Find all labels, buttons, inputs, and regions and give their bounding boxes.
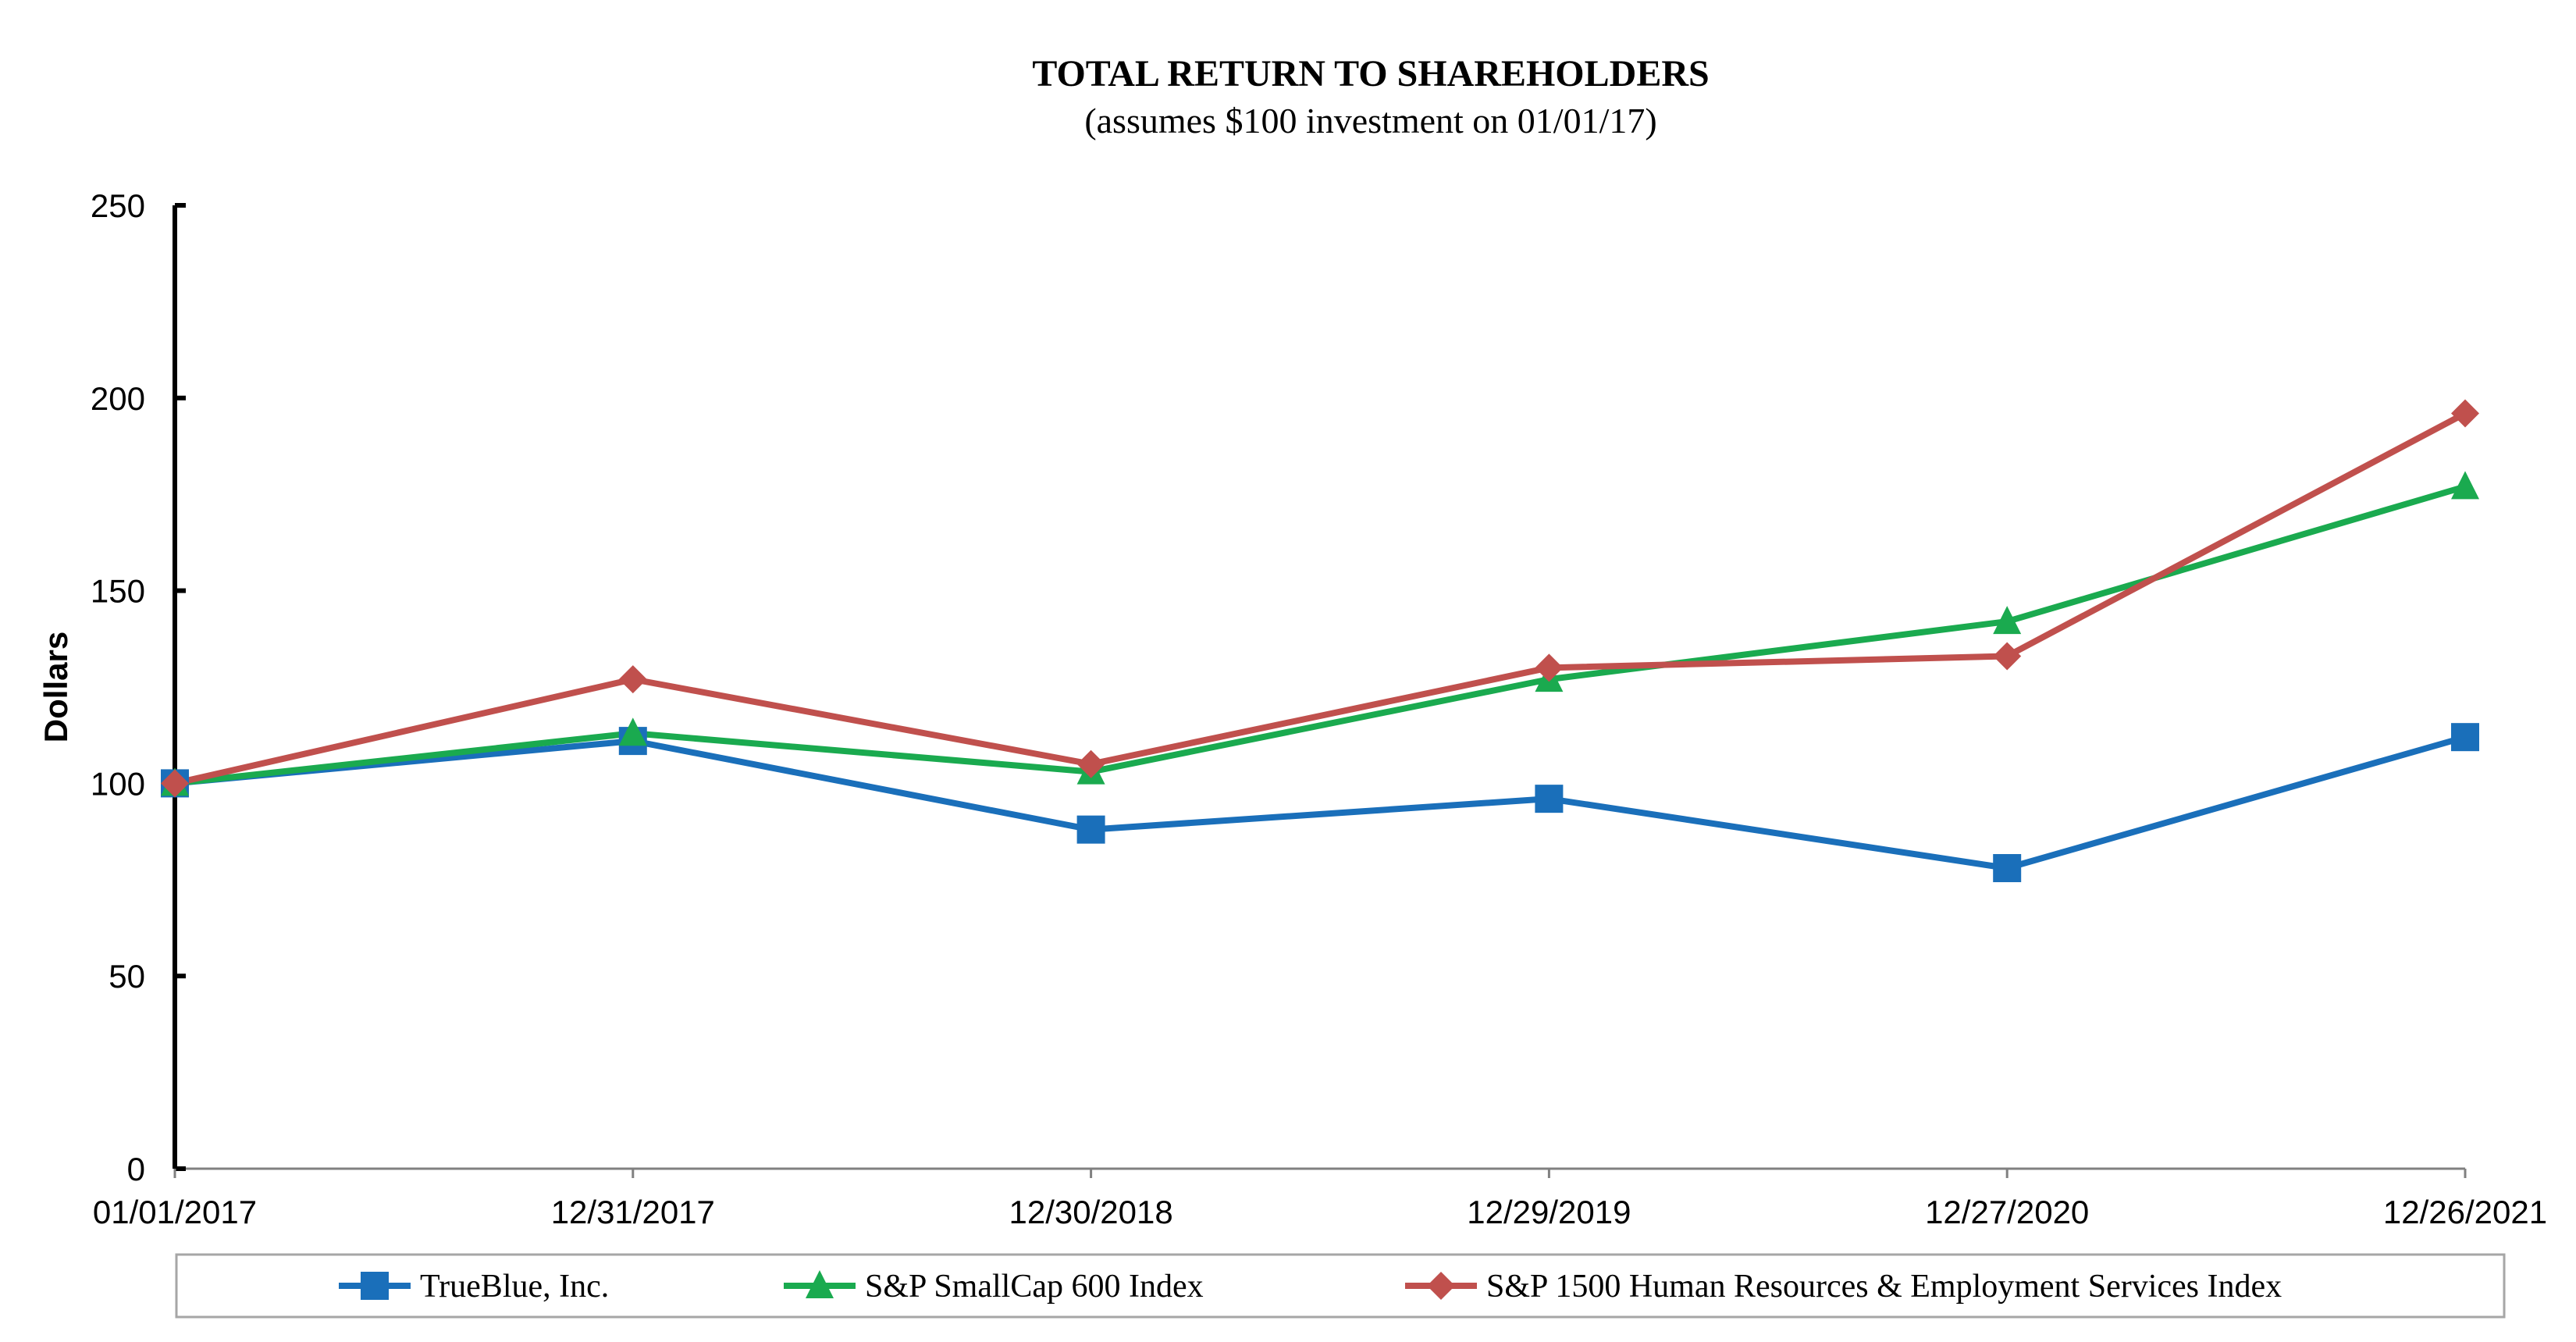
x-tick-label: 12/30/2018 xyxy=(1009,1194,1172,1230)
series-3-point xyxy=(161,769,189,798)
series-1-point xyxy=(2451,723,2479,752)
legend: TrueBlue, Inc. S&P SmallCap 600 Index S&P … xyxy=(175,1253,2506,1319)
series-2-point xyxy=(1993,606,2022,635)
legend-marker xyxy=(1427,1272,1455,1300)
series-3-point xyxy=(1076,749,1105,778)
series-line-3 xyxy=(172,410,2468,787)
series-2-point xyxy=(618,717,647,746)
y-tick-label: 0 xyxy=(127,1151,145,1187)
y-axis-label: Dollars xyxy=(37,632,74,742)
y-tick-label: 250 xyxy=(91,187,145,224)
y-tick-label: 150 xyxy=(91,573,145,610)
legend-label: TrueBlue, Inc. xyxy=(420,1269,609,1305)
legend-marker xyxy=(806,1270,834,1298)
legend-label: S&P 1500 Human Resources & Employment Se… xyxy=(1486,1269,2282,1305)
y-tick-label: 200 xyxy=(91,380,145,417)
series-1-point xyxy=(1535,785,1564,813)
legend-marker xyxy=(361,1272,389,1300)
chart-subtitle: (assumes $100 investment on 01/01/17) xyxy=(1084,101,1656,141)
x-tick-label: 01/01/2017 xyxy=(93,1194,257,1230)
series-1-point xyxy=(1993,853,2022,882)
series-line-1 xyxy=(172,734,2468,871)
series-line-2 xyxy=(172,483,2468,787)
y-tick-label: 50 xyxy=(109,958,145,995)
x-tick-label: 12/29/2019 xyxy=(1467,1194,1631,1230)
series-3-point xyxy=(2451,399,2479,428)
plot-area: 0 50 100 150 200 250 01/01/2017 12/31/2017 12/30… xyxy=(91,187,2547,1230)
legend-box xyxy=(175,1253,2506,1319)
series-3-point xyxy=(1993,642,2022,671)
x-tick-label: 12/27/2020 xyxy=(1925,1194,2089,1230)
series-1-point xyxy=(1076,815,1105,844)
y-tick-label: 100 xyxy=(91,765,145,802)
x-tick-label: 12/31/2017 xyxy=(551,1194,715,1230)
series-3-point xyxy=(1535,653,1564,682)
series-2-point xyxy=(2451,471,2479,500)
chart-title: TOTAL RETURN TO SHAREHOLDERS xyxy=(1032,53,1709,94)
series-3-point xyxy=(618,665,647,694)
x-tick-label: 12/26/2021 xyxy=(2383,1194,2547,1230)
legend-label: S&P SmallCap 600 Index xyxy=(865,1269,1204,1305)
